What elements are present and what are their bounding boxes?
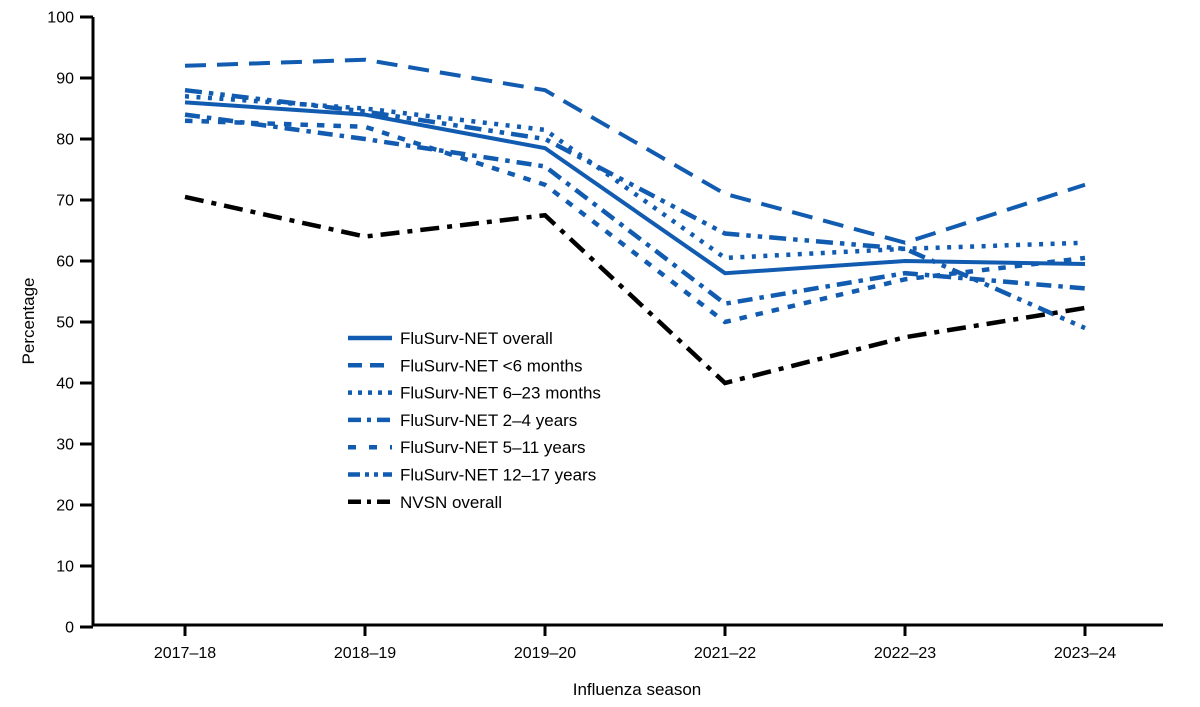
- x-tick-label-2017-18: 2017–18: [154, 645, 216, 662]
- y-tick-label-60: 60: [56, 254, 74, 271]
- series-line-flusurv-net-5-11-years: [184, 118, 1086, 325]
- x-axis-ticks: 2017–18 2018–19 2019–20 2021–22 2022–23 2023–…: [154, 625, 1116, 662]
- y-axis-ticks: 0 10 20 30 40 50 60 70 80 90 100: [47, 10, 93, 637]
- series-line-flusurv-net-6-months: [184, 57, 1086, 245]
- legend-label-flusurv-net-6-months: FluSurv-NET <6 months: [400, 356, 583, 375]
- series-line-flusurv-net-2-4-years: [184, 112, 1086, 307]
- legend-label-flusurv-net-5-11-years: FluSurv-NET 5–11 years: [400, 438, 586, 457]
- y-tick-label-80: 80: [56, 132, 74, 149]
- plot-lines: [184, 57, 1086, 386]
- legend-label-flusurv-net-12-17-years: FluSurv-NET 12–17 years: [400, 466, 596, 485]
- x-tick-label-2018-19: 2018–19: [334, 645, 396, 662]
- legend-label-flusurv-net-6-23-months: FluSurv-NET 6–23 months: [400, 384, 601, 403]
- y-tick-label-100: 100: [47, 10, 74, 27]
- x-axis-title: Influenza season: [573, 680, 702, 699]
- y-tick-label-40: 40: [56, 376, 74, 393]
- y-tick-label-90: 90: [56, 71, 74, 88]
- y-tick-label-20: 20: [56, 498, 74, 515]
- y-tick-label-10: 10: [56, 559, 74, 576]
- y-tick-label-50: 50: [56, 315, 74, 332]
- y-tick-label-70: 70: [56, 193, 74, 210]
- y-tick-label-30: 30: [56, 437, 74, 454]
- y-tick-label-0: 0: [65, 620, 74, 637]
- x-tick-label-2021-22: 2021–22: [694, 645, 756, 662]
- x-tick-label-2022-23: 2022–23: [874, 645, 936, 662]
- series-line-nvsn-overall: [184, 194, 1086, 386]
- y-axis-title: Percentage: [19, 278, 38, 365]
- legend-label-flusurv-net-overall: FluSurv-NET overall: [400, 329, 553, 348]
- legend: FluSurv-NET overall FluSurv-NET <6 months…: [348, 329, 601, 512]
- legend-label-flusurv-net-2-4-years: FluSurv-NET 2–4 years: [400, 411, 577, 430]
- legend-label-nvsn-overall: NVSN overall: [400, 493, 502, 512]
- x-tick-label-2023-24: 2023–24: [1054, 645, 1116, 662]
- series-line-flusurv-net-12-17-years: [184, 87, 1086, 331]
- x-tick-label-2019-20: 2019–20: [514, 645, 576, 662]
